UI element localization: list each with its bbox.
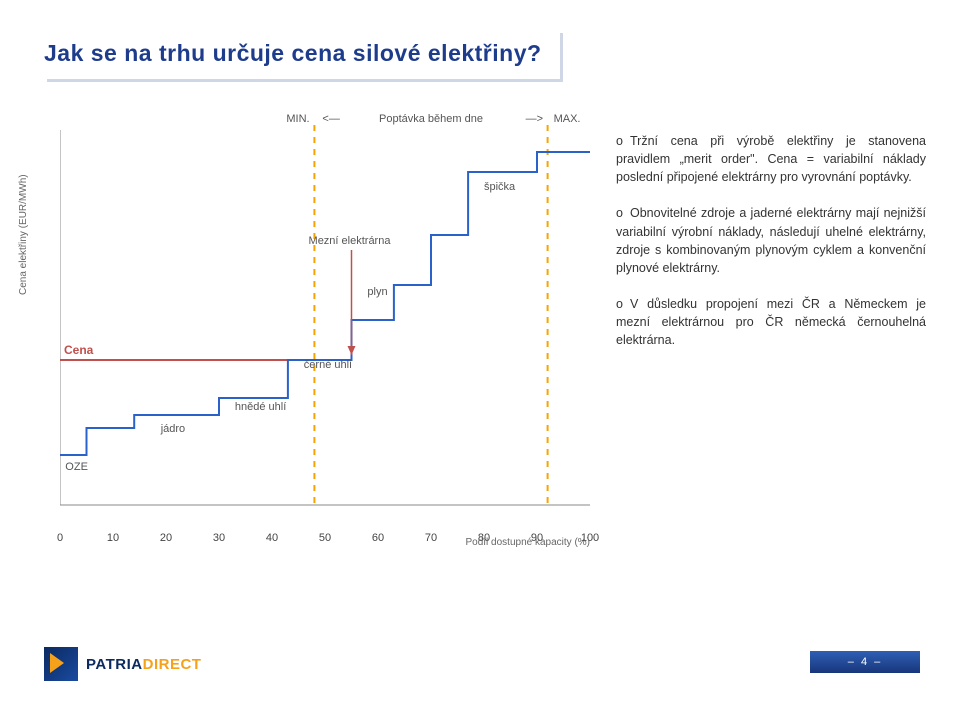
page-number: – 4 – (848, 656, 882, 668)
page-number-box: – 4 – (810, 651, 920, 673)
y-axis-label: Cena elektřiny (EUR/MWh) (18, 174, 29, 295)
logo-brand-1: PATRIA (86, 656, 143, 673)
svg-text:MAX.: MAX. (554, 113, 581, 125)
x-axis-label: Podíl dostupné kapacity (%) (60, 537, 590, 548)
slide: Jak se na trhu určuje cena silové elektř… (0, 0, 960, 707)
bullet-1: oTržní cena při výrobě elektřiny je stan… (616, 132, 926, 186)
svg-text:Poptávka během dne: Poptávka během dne (379, 113, 483, 125)
bullet-2: oObnovitelné zdroje a jaderné elektrárny… (616, 204, 926, 277)
title-box: Jak se na trhu určuje cena silové elektř… (44, 30, 560, 79)
svg-text:MIN.: MIN. (286, 113, 309, 125)
title-container: Jak se na trhu určuje cena silové elektř… (44, 30, 560, 79)
page-title: Jak se na trhu určuje cena silové elektř… (44, 40, 542, 66)
svg-text:OZE: OZE (65, 461, 88, 473)
bullet-3: oV důsledku propojení mezi ČR a Německem… (616, 295, 926, 349)
bullet-2-text: Obnovitelné zdroje a jaderné elektrárny … (616, 206, 926, 274)
svg-text:špička: špička (484, 181, 516, 193)
svg-text:<—: <— (322, 113, 339, 125)
footer-logo: PATRIADIRECT (44, 647, 201, 681)
bullet-3-text: V důsledku propojení mezi ČR a Německem … (616, 297, 926, 347)
logo-text: PATRIADIRECT (86, 656, 201, 673)
logo-brand-2: DIRECT (143, 656, 202, 673)
logo-icon (44, 647, 78, 681)
merit-order-chart: Cena elektřiny (EUR/MWh) Mezní elektrárn… (60, 110, 590, 530)
chart-plot: Mezní elektrárna OZE jádro hnědé uhlí černé … (60, 110, 590, 530)
svg-text:černé uhlí: černé uhlí (304, 359, 352, 371)
svg-text:—>: —> (526, 113, 543, 125)
bullet-list: oTržní cena při výrobě elektřiny je stan… (616, 132, 926, 367)
svg-text:plyn: plyn (367, 286, 387, 298)
svg-text:hnědé uhlí: hnědé uhlí (235, 401, 286, 413)
bullet-1-text: Tržní cena při výrobě elektřiny je stano… (616, 134, 926, 184)
svg-text:Mezní elektrárna: Mezní elektrárna (309, 235, 392, 247)
svg-text:jádro: jádro (160, 423, 185, 435)
svg-text:Cena: Cena (64, 343, 94, 357)
